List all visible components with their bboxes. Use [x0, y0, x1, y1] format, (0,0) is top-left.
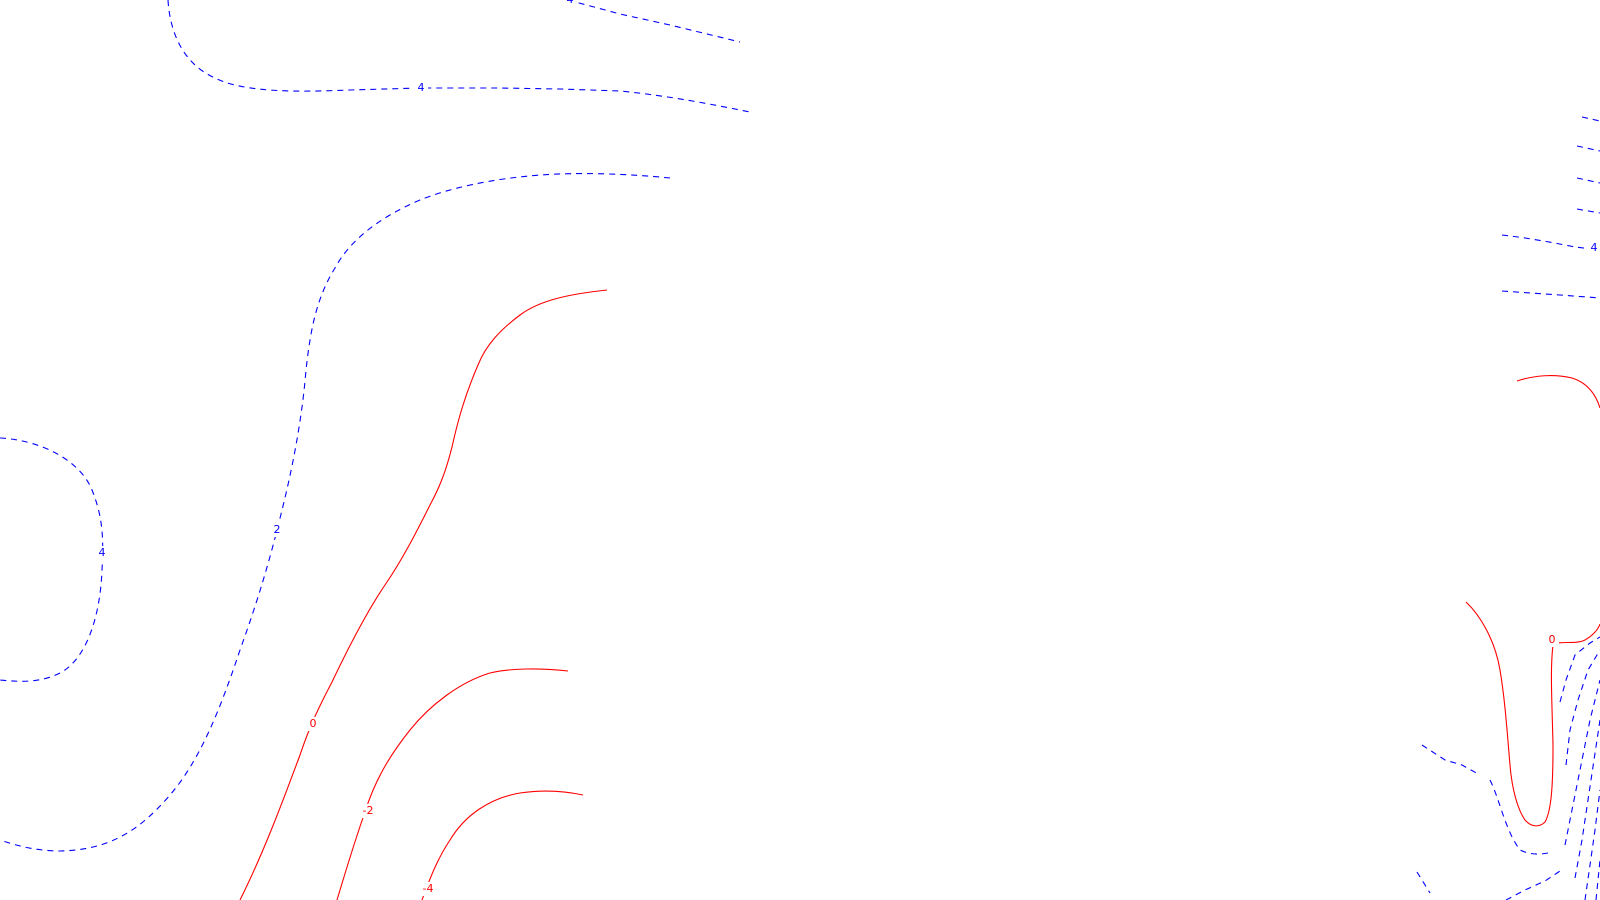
contour-right-4-label: 4	[1591, 241, 1598, 254]
contour-right-dashes-line-5	[1421, 744, 1481, 776]
contour-neg2-line	[336, 668, 569, 900]
contour-0-right-top-line	[1516, 375, 1600, 409]
contour-4-top-line	[167, 0, 751, 113]
contour-right-cluster-line-5	[1564, 679, 1600, 846]
contour-0-main-label-bg	[306, 717, 320, 731]
contour-right-4-line-1	[1501, 234, 1600, 251]
contour-right-cluster-line-7	[1584, 789, 1600, 900]
contour-neg4-line	[421, 790, 584, 900]
contour-neg2-label-bg	[361, 804, 375, 818]
contour-2-main-label-bg	[270, 523, 284, 537]
contour-right-cluster-line-2	[1505, 870, 1561, 900]
contour-0-right-label: 0	[1549, 633, 1556, 646]
contour-labels: 4 4 2 4 0 -2 -4 4 0	[95, 0, 1600, 896]
contour-right-4-line-2	[1501, 290, 1600, 299]
contour-right-dashes-line-1	[1581, 116, 1600, 122]
contour-4-left-label: 4	[99, 546, 106, 559]
contour-0-main-label: 0	[310, 717, 317, 730]
contour-0-main-line	[239, 289, 608, 900]
contour-neg4-label: -4	[423, 882, 434, 895]
contour-neg4-label-bg	[421, 882, 435, 896]
contour-right-4-label-bg	[1587, 241, 1600, 255]
contour-4-top-corner-line	[567, 0, 741, 43]
contour-right-cluster-line-8	[1595, 859, 1600, 900]
contour-right-dashes-line-2	[1576, 145, 1600, 152]
contour-4-top-corner-label-bg	[563, 0, 577, 7]
contour-right-cluster-line-6	[1574, 719, 1600, 879]
contour-right-dashes-line-6	[1416, 871, 1431, 894]
contour-0-right-line	[1465, 601, 1600, 827]
contour-right-dashes-line-3	[1576, 177, 1600, 184]
contour-4-left-line	[0, 437, 104, 682]
contour-right-cluster-line-1	[1489, 779, 1553, 855]
contour-4-top-label-bg	[414, 81, 428, 95]
contour-4-top-label: 4	[418, 81, 425, 94]
contour-right-dashes-line-4	[1576, 208, 1600, 214]
contour-0-right-label-bg	[1545, 633, 1559, 647]
contour-2-main-label: 2	[274, 523, 281, 536]
contour-2-main-line	[0, 173, 671, 852]
contour-right-cluster-line-3	[1559, 636, 1600, 703]
contour-neg2-label: -2	[363, 804, 374, 817]
contour-right-cluster-line-4	[1565, 649, 1600, 766]
contour-4-left-label-bg	[95, 546, 109, 560]
contour-4-top-corner-label: 4	[567, 0, 574, 6]
